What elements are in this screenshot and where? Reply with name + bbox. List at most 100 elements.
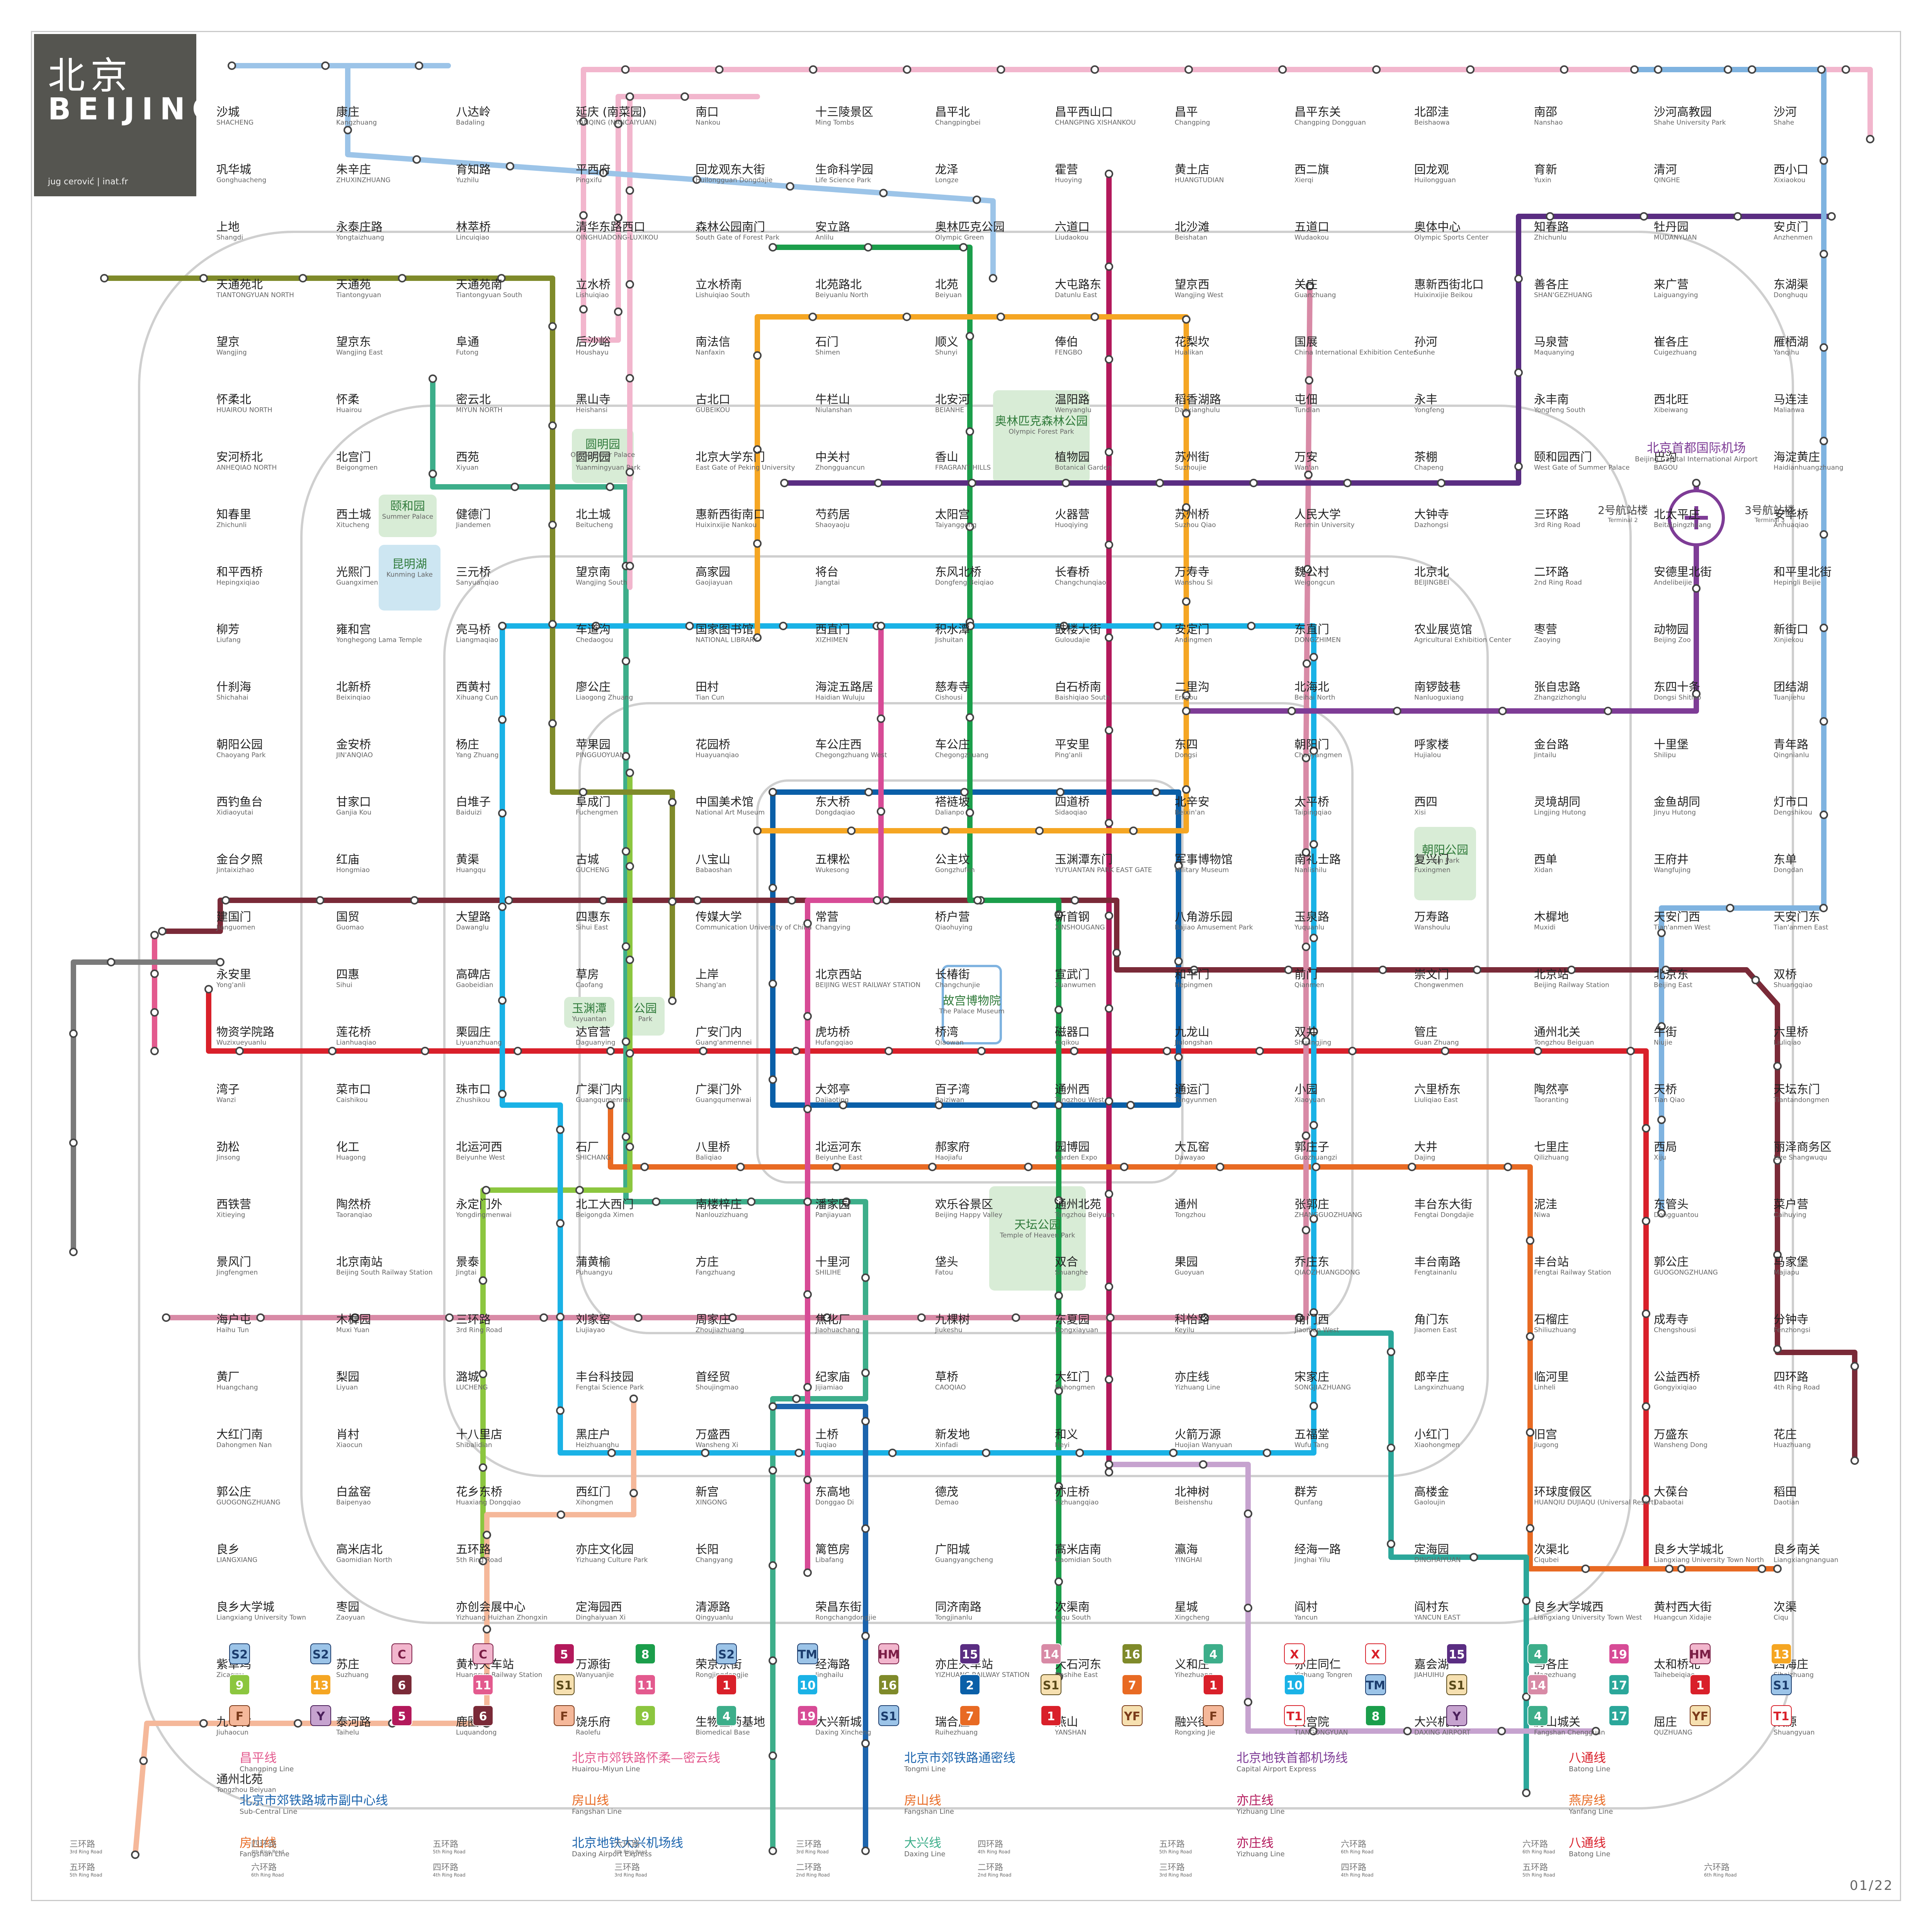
park-area	[379, 545, 440, 611]
terminal-label-en: Terminal 2	[1607, 517, 1638, 524]
station-label-en: 2nd Ring Road	[1534, 579, 1582, 587]
station-label-zh: 西铁营	[216, 1198, 251, 1211]
line-name-label-en: Tongmi Line	[904, 1765, 946, 1773]
station-label-en: Jijiamiao	[815, 1384, 843, 1391]
station-dot	[803, 1476, 812, 1484]
station-dot	[803, 1197, 812, 1206]
station-label-zh: 高楼金	[1414, 1485, 1449, 1499]
station-label-en: Taiyanggong	[935, 521, 977, 529]
station-dot	[1466, 65, 1475, 74]
line-badge-label: S1	[1773, 1679, 1789, 1692]
ring-road-label-en: 3rd Ring Road	[796, 1849, 829, 1855]
station-label-zh: 北新桥	[336, 680, 371, 694]
station-label-zh: 丰台站	[1534, 1255, 1569, 1269]
station-dot	[579, 117, 588, 126]
station-label-en: Beijing Zoo	[1654, 636, 1691, 644]
station-label-zh: 东四十条	[1654, 680, 1700, 694]
station-dot	[483, 1625, 491, 1634]
station-label-zh: 北苑	[935, 278, 958, 291]
station-label-en: Chegongzhuang	[935, 751, 988, 759]
station-dot	[972, 196, 981, 204]
line-badge	[716, 1643, 737, 1664]
station-label-zh: 次渠	[1774, 1600, 1797, 1614]
station-label-zh: 昌平东关	[1294, 105, 1341, 119]
station-label-zh: 黄渠	[456, 853, 479, 866]
station-dot	[1024, 1163, 1033, 1171]
station-label-zh: 大石河东	[1055, 1658, 1101, 1672]
station-label-en: Chongwenmen	[1414, 981, 1464, 989]
station-label-zh: 北邵洼	[1414, 105, 1449, 119]
station-label-en: Daotian	[1774, 1499, 1799, 1507]
station-label-en: Xitucheng	[336, 521, 369, 529]
station-label-en: Tongzhou Beiyuan	[1054, 1211, 1115, 1219]
park-area	[379, 495, 437, 537]
station-dot	[158, 927, 167, 935]
line-badge	[1527, 1705, 1548, 1726]
station-label-en: Haidian Wuluju	[815, 694, 865, 702]
station-label-en: Guan Zhuang	[1414, 1039, 1459, 1046]
station-label-zh: 次渠北	[1534, 1543, 1569, 1556]
station-label-zh: 亦庄桥	[1055, 1485, 1090, 1499]
station-label-zh: 长椿街	[935, 968, 970, 981]
station-dot	[1692, 479, 1701, 487]
station-dot	[412, 155, 421, 164]
station-label-en: Xingcheng	[1175, 1614, 1209, 1621]
station-dot	[753, 827, 762, 835]
station-label-zh: 桥湾	[935, 1026, 958, 1039]
station-label-zh: 玉泉路	[1294, 910, 1329, 924]
station-dot	[479, 1276, 487, 1285]
line-name-label-en: Batong Line	[1569, 1765, 1611, 1773]
station-dot	[150, 931, 159, 939]
station-dot	[1155, 479, 1164, 487]
park-label-en: Sun Park	[1431, 857, 1460, 865]
station-dot	[747, 1197, 756, 1206]
park-area	[564, 997, 614, 1028]
station-label-zh: 褡裢坡	[935, 796, 970, 809]
station-label-zh: 大葆台	[1654, 1485, 1689, 1499]
station-label-en: Wuzixueyuanlu	[216, 1039, 266, 1046]
station-label-en: GUBEIKOU	[696, 406, 730, 414]
station-label-en: Niwa	[1534, 1211, 1550, 1219]
station-label-en: Xixiaokou	[1774, 176, 1805, 184]
station-label-zh: 北京站	[1534, 968, 1569, 981]
line-19-path	[805, 623, 884, 1575]
station-label-en: Dajing	[1414, 1154, 1435, 1162]
station-dot	[498, 902, 507, 911]
line-badge	[310, 1643, 331, 1664]
station-label-en: Dahongmen Nan	[216, 1441, 272, 1449]
station-label-en: Zhushikou	[456, 1096, 490, 1104]
station-dot	[548, 322, 557, 331]
station-label-zh: 公主坟	[935, 853, 970, 866]
station-label-zh: 阜成门	[576, 796, 611, 809]
station-label-zh: 五棵松	[815, 853, 850, 866]
station-dot	[1056, 788, 1065, 796]
ring-road-label-en: 4th Ring Road	[978, 1849, 1010, 1855]
line-badge	[878, 1705, 899, 1726]
station-label-zh: 上岸	[696, 968, 719, 981]
station-dot	[959, 243, 968, 252]
station-label-en: Huangqu	[456, 866, 486, 874]
station-label-en: Zhongguancun	[815, 464, 865, 471]
station-label-en: Andelibeijie	[1654, 579, 1692, 587]
station-dot	[1773, 1565, 1782, 1573]
station-dot	[1310, 746, 1318, 755]
station-label-en: Xiaoyuan	[1294, 1096, 1325, 1104]
station-label-en: QINGHUADONG-LUXIKOU	[576, 234, 658, 242]
